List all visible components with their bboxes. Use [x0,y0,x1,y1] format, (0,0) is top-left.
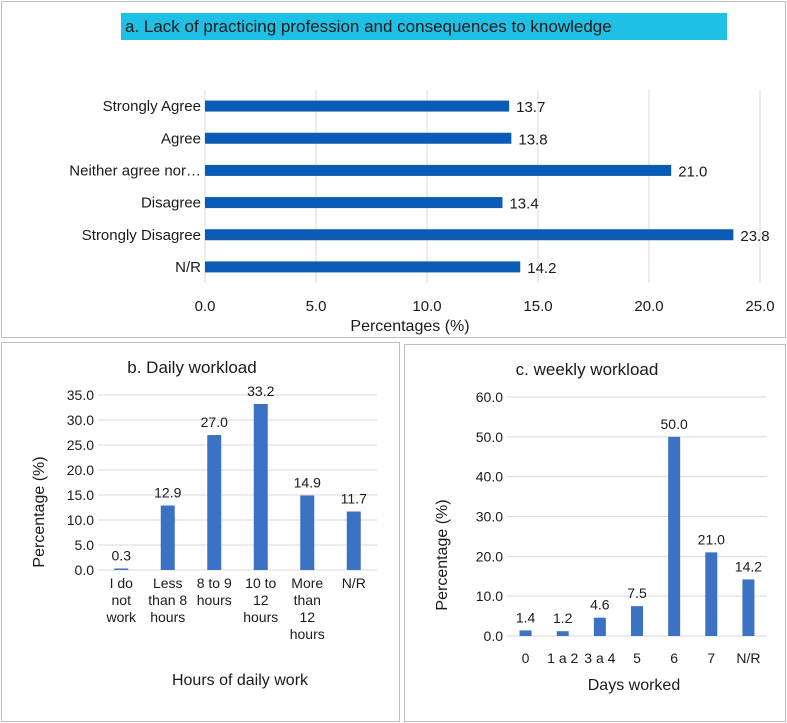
chart-b-value-label: 27.0 [201,414,228,430]
chart-a-category-label: Strongly Agree [103,98,201,115]
chart-panel-a: a. Lack of practicing profession and con… [1,1,786,338]
chart-c-title: c. weekly workload [516,360,659,379]
chart-a-bar [205,197,503,209]
chart-c-y-tick-label: 50.0 [476,429,503,445]
chart-c-y-tick-label: 40.0 [476,469,503,485]
chart-a-x-tick-label: 10.0 [412,298,441,315]
chart-b-x-axis-title: Hours of daily work [172,672,309,689]
chart-c-category-label: 6 [670,650,678,666]
chart-b-y-tick-label: 0.0 [75,562,95,578]
chart-c-value-label: 50.0 [661,416,688,432]
chart-b-bar [253,404,268,570]
chart-b-y-tick-label: 25.0 [67,437,94,453]
chart-b-bar [207,435,222,570]
chart-c-category-label: N/R [736,650,760,666]
chart-c-category-label: 7 [707,650,715,666]
chart-b-bar [160,505,175,570]
chart-b-category-label: N/R [342,575,366,591]
chart-a-bar [205,132,512,144]
chart-a-x-axis-title: Percentages (%) [350,318,469,335]
chart-a-category-label: Strongly Disagree [82,227,201,244]
chart-a-x-tick-label: 20.0 [634,298,663,315]
chart-b-svg: b. Daily workload 0.0 5.0 10.0 15.0 20.0 25.0… [31,358,377,689]
chart-a-svg: a. Lack of practicing profession and con… [69,13,775,335]
chart-b-y-tick-label: 5.0 [75,537,95,553]
chart-b-value-label: 33.2 [247,383,274,399]
chart-a-title-banner [121,13,727,40]
chart-c-bar [519,630,532,636]
chart-b-y-tick-label: 10.0 [67,512,94,528]
chart-b-bar [346,511,361,570]
chart-a-category-label: Neither agree nor… [69,162,201,179]
chart-c-bar [742,579,755,636]
chart-c-value-label: 1.2 [553,610,573,626]
chart-c-category-label: 3 a 4 [584,650,615,666]
chart-c-category-label: 1 a 2 [547,650,578,666]
chart-c-bar [593,617,606,636]
chart-a-category-label: Disagree [141,195,201,212]
chart-c-bar [705,552,718,636]
chart-c-bar [668,436,681,636]
chart-a-value-label: 14.2 [527,260,556,277]
chart-c-value-label: 7.5 [627,585,647,601]
chart-c-y-tick-label: 30.0 [476,509,503,525]
chart-a-value-label: 13.7 [516,99,545,116]
chart-b-value-label: 0.3 [112,548,132,564]
chart-c-category-label: 5 [633,650,641,666]
chart-b-y-tick-label: 35.0 [67,387,94,403]
chart-c-x-axis-title: Days worked [588,677,680,694]
chart-b-y-tick-label: 15.0 [67,487,94,503]
chart-c-value-label: 14.2 [735,558,762,574]
chart-c-y-tick-label: 10.0 [476,588,503,604]
chart-a-x-tick-label: 5.0 [306,298,327,315]
chart-a-title: a. Lack of practicing profession and con… [125,17,612,36]
chart-a-bar [205,100,510,112]
chart-b-value-label: 11.7 [341,491,367,507]
chart-panel-b: b. Daily workload 0.0 5.0 10.0 15.0 20.0 25.0… [1,342,400,722]
chart-a-category-label: Agree [161,130,201,147]
chart-c-y-axis-title: Percentage (%) [434,499,451,610]
chart-c-value-label: 1.4 [516,609,536,625]
chart-b-value-label: 14.9 [294,475,321,491]
chart-b-y-axis-title: Percentage (%) [31,456,48,567]
chart-panel-c: c. weekly workload 0.0 10.0 20.0 30.0 40.0 50… [404,344,786,722]
chart-a-value-label: 21.0 [678,163,707,180]
chart-a-bar [205,164,672,176]
chart-b-category-label: 10 to 12 hours [243,575,278,625]
chart-a-x-tick-label: 0.0 [195,298,216,315]
chart-a-value-label: 13.4 [509,196,538,213]
chart-b-category-label: 8 to 9 hours [197,575,232,608]
chart-b-category-label: I do not work [105,575,137,625]
chart-a-bar [205,229,734,241]
chart-b-y-tick-label: 20.0 [67,462,94,478]
chart-a-value-label: 23.8 [740,228,769,245]
chart-c-value-label: 4.6 [590,597,610,613]
chart-c-y-tick-label: 0.0 [484,628,504,644]
chart-b-category-label: Less than 8 hours [148,575,187,625]
chart-c-bar [631,606,643,636]
chart-a-category-label: N/R [175,259,201,276]
chart-c-value-label: 21.0 [698,531,725,547]
chart-b-title: b. Daily workload [127,358,256,377]
chart-c-svg: c. weekly workload 0.010.020.030.040.050… [434,360,767,694]
chart-a-x-tick-label: 25.0 [745,298,774,315]
chart-b-bar [300,495,315,570]
chart-b-bar [114,568,129,570]
chart-c-category-label: 0 [522,650,530,666]
chart-a-x-tick-label: 15.0 [523,298,552,315]
chart-c-y-tick-label: 20.0 [476,548,503,564]
chart-c-bar [556,631,569,636]
chart-b-y-tick-label: 30.0 [67,412,94,428]
chart-b-category-label: More than 12 hours [290,575,325,642]
chart-c-y-tick-label: 60.0 [476,389,503,405]
chart-a-value-label: 13.8 [518,131,547,148]
chart-a-bar [205,261,521,273]
chart-b-value-label: 12.9 [154,485,181,501]
